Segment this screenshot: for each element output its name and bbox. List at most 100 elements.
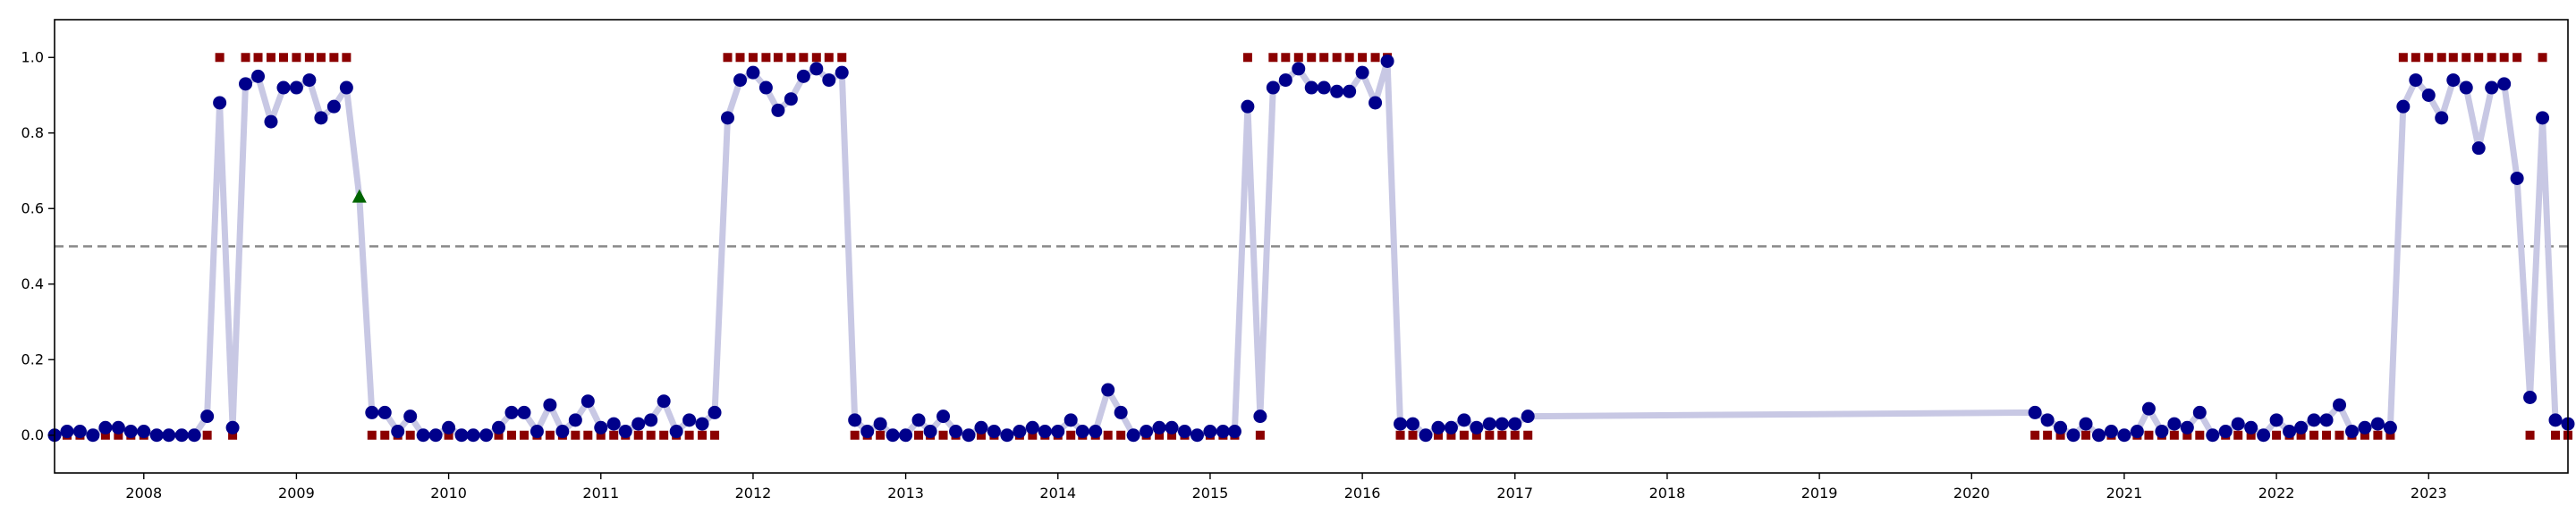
label-marker-square [241, 53, 250, 63]
label-marker-square [329, 53, 339, 63]
label-marker-square [2081, 430, 2091, 440]
probability-point [784, 92, 798, 106]
probability-point [2421, 89, 2436, 102]
probability-point [721, 111, 735, 125]
probability-point [174, 428, 189, 443]
probability-point [796, 69, 810, 83]
label-marker-square [2385, 430, 2395, 440]
label-marker-square [1116, 430, 1126, 440]
probability-point [239, 77, 253, 91]
probability-point [200, 409, 215, 424]
label-marker-square [1103, 430, 1113, 440]
probability-point [339, 80, 353, 95]
probability-point [771, 103, 785, 117]
probability-point [86, 428, 100, 443]
probability-point [1140, 425, 1154, 439]
probability-point [1355, 65, 1369, 80]
label-marker-square [114, 430, 123, 440]
label-marker-square [1485, 430, 1495, 440]
label-marker-square [1293, 53, 1303, 63]
label-marker-square [2043, 430, 2053, 440]
x-tick-label: 2022 [2258, 485, 2295, 502]
label-marker-square [2030, 430, 2040, 440]
probability-point [1241, 99, 1255, 114]
probability-point [1380, 54, 1394, 68]
probability-point [949, 425, 963, 439]
label-marker-square [2233, 430, 2243, 440]
probability-point [2141, 401, 2156, 416]
probability-point [657, 394, 671, 409]
probability-point [517, 405, 531, 419]
probability-point [708, 405, 722, 419]
probability-point [2257, 428, 2271, 443]
label-marker-square [100, 430, 110, 440]
series-line-layer [51, 58, 2572, 439]
probability-point [1253, 409, 1267, 424]
probability-point [1051, 425, 1065, 439]
probability-point [543, 398, 557, 412]
label-marker-square [799, 53, 809, 63]
probability-point [187, 428, 201, 443]
probability-point [2409, 73, 2423, 88]
probability-point [2383, 420, 2397, 435]
probability-point [1457, 413, 1471, 427]
probability-point [1227, 425, 1241, 439]
label-marker-square [2055, 430, 2065, 440]
probability-point [1075, 425, 1089, 439]
probability-point [162, 428, 176, 443]
probability-point [1368, 96, 1383, 110]
label-marker-square [494, 430, 504, 440]
x-tick-label: 2013 [887, 485, 924, 502]
probability-point [758, 80, 773, 95]
probability-point [504, 405, 519, 419]
probability-point [2244, 420, 2258, 435]
probability-point [1101, 383, 1115, 397]
label-marker-square [2538, 53, 2547, 63]
probability-point [987, 425, 1001, 439]
axes: 0.0 0.2 0.4 0.6 0.8 1.0 2008 2009 2010 2011 2012 20… [21, 48, 2447, 502]
x-tick-label: 2021 [2106, 485, 2143, 502]
probability-point [403, 409, 418, 424]
label-marker-square [2169, 430, 2179, 440]
probability-point [2396, 99, 2411, 114]
probability-point-layer [47, 54, 2575, 443]
probability-point [1406, 417, 1420, 431]
probability-point [1495, 417, 1509, 431]
label-marker-square [1471, 430, 1481, 440]
x-tick-label: 2018 [1649, 485, 1686, 502]
probability-point [2536, 111, 2550, 125]
probability-point [492, 420, 506, 435]
label-marker-square [837, 53, 847, 63]
probability-point [594, 420, 608, 435]
label-marker-square [1319, 53, 1329, 63]
probability-point [899, 428, 913, 443]
probability-point [2344, 425, 2359, 439]
probability-point [1063, 413, 1078, 427]
probability-point [442, 420, 456, 435]
probability-point [1000, 428, 1014, 443]
label-marker-square [938, 430, 948, 440]
probability-point [454, 428, 469, 443]
probability-point [1177, 425, 1191, 439]
probability-point [1292, 62, 1306, 76]
label-marker-square [1523, 430, 1533, 440]
label-marker-square [266, 53, 275, 63]
probability-point [2155, 425, 2169, 439]
probability-point [695, 417, 709, 431]
label-marker-square [278, 53, 288, 63]
probability-point [466, 428, 480, 443]
probability-point [936, 409, 951, 424]
x-tick-label: 2015 [1192, 485, 1229, 502]
probability-point [848, 413, 862, 427]
probability-point [2066, 428, 2080, 443]
probability-point [618, 425, 632, 439]
probability-point [264, 114, 278, 129]
probability-point [1304, 80, 1318, 95]
label-marker-square [2296, 430, 2306, 440]
probability-point [391, 425, 405, 439]
triangle-marker [352, 189, 367, 203]
probability-point [2079, 417, 2093, 431]
label-marker-square [748, 53, 758, 63]
probability-point [1126, 428, 1140, 443]
label-marker-square [1167, 430, 1177, 440]
